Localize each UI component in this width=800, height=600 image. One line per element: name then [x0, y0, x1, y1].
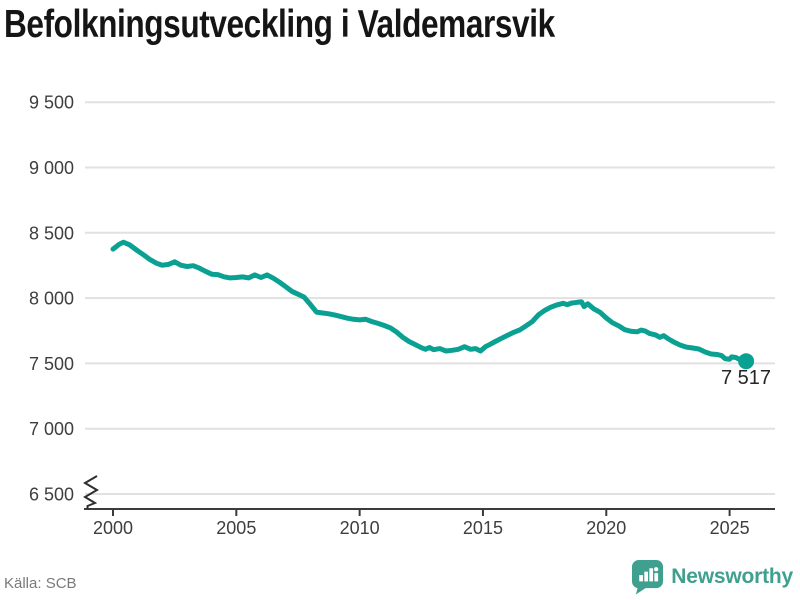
end-point-dot: [738, 353, 755, 370]
axis-break-mark: [83, 475, 99, 509]
x-tick-label: 2015: [463, 518, 503, 538]
page-title: Befolkningsutveckling i Valdemarsvik: [4, 3, 555, 46]
y-tick-label: 8 000: [29, 289, 74, 309]
y-tick-label: 8 500: [29, 223, 74, 243]
source-note: Källa: SCB: [4, 575, 77, 592]
y-tick-label: 6 500: [29, 485, 74, 505]
newsworthy-logo: Newsworthy: [631, 559, 793, 595]
brand-name: Newsworthy: [671, 565, 793, 588]
y-tick-label: 7 500: [29, 354, 74, 374]
x-tick-label: 2025: [710, 518, 750, 538]
x-tick-label: 2020: [586, 518, 626, 538]
x-tick-label: 2010: [340, 518, 380, 538]
y-tick-label: 7 000: [29, 419, 74, 439]
x-tick-label: 2000: [93, 518, 133, 538]
y-tick-label: 9 000: [29, 158, 74, 178]
end-value-label: 7 517: [720, 367, 772, 389]
population-line: [110, 239, 749, 364]
bar-chart-speech-bubble-icon: [632, 560, 664, 595]
x-tick-label: 2005: [216, 518, 256, 538]
y-tick-label: 9 500: [29, 93, 74, 113]
